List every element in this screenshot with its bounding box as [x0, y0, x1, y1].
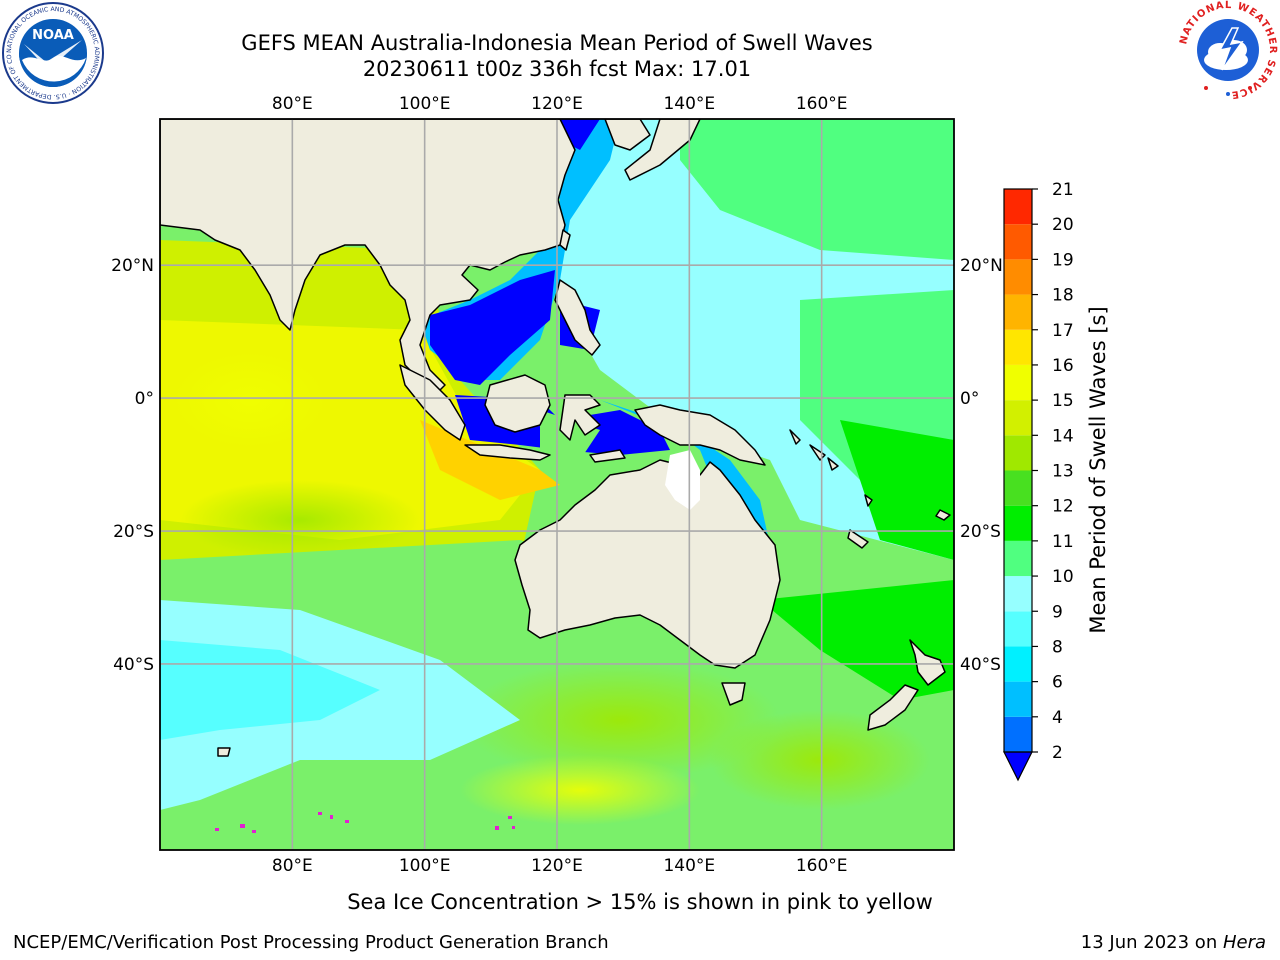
colorbar-tick-label: 21 [1052, 180, 1074, 200]
colorbar-tick-label: 12 [1052, 497, 1074, 517]
longitude-labels-top: 80°E 100°E 120°E 140°E 160°E [272, 94, 848, 114]
colorbar-tick-label: 17 [1052, 321, 1074, 341]
sea-ice-note: Sea Ice Concentration > 15% is shown in … [347, 890, 933, 914]
colorbar-segment [1004, 435, 1032, 471]
land-masses [160, 119, 951, 757]
colorbar-tick-label: 4 [1052, 708, 1063, 728]
colorbar-tick-label: 13 [1052, 462, 1074, 482]
map-subtitle: 20230611 t00z 336h fcst Max: 17.01 [362, 57, 752, 81]
longitude-label: 120°E [531, 94, 583, 114]
latitude-labels-left: 20°N 0° 20°S 40°S [111, 256, 154, 675]
colorbar-segment [1004, 540, 1032, 577]
swell-period-field [160, 119, 954, 850]
colorbar-tick-label: 18 [1052, 286, 1074, 306]
longitude-label: 120°E [531, 856, 583, 876]
colorbar-segment [1004, 364, 1032, 401]
colorbar-segment [1004, 294, 1032, 330]
longitude-label: 80°E [272, 94, 313, 114]
longitude-label: 80°E [272, 856, 313, 876]
colorbar-segment [1004, 470, 1032, 506]
colorbar-tick-label: 8 [1052, 637, 1063, 657]
colorbar-segment [1004, 576, 1032, 612]
colorbar-tick-label: 10 [1052, 567, 1074, 587]
colorbar-segment [1004, 611, 1032, 647]
latitude-label: 20°N [111, 256, 154, 276]
colorbar-segment [1004, 505, 1032, 541]
latitude-label: 0° [960, 389, 979, 409]
latitude-label: 20°S [113, 522, 154, 542]
longitude-label: 140°E [663, 856, 715, 876]
colorbar-segment [1004, 646, 1032, 682]
colorbar-segment [1004, 400, 1032, 436]
footer-credit: NCEP/EMC/Verification Post Processing Pr… [13, 932, 609, 953]
svg-text:NOAA: NOAA [32, 28, 74, 43]
colorbar: 2 4 6 8 9 10 11 12 13 14 15 16 17 18 19 20 21 [1003, 180, 1074, 782]
map-title: GEFS MEAN Australia-Indonesia Mean Perio… [241, 31, 873, 55]
footer-date-text: 13 Jun 2023 on [1080, 932, 1223, 953]
colorbar-tick-label: 14 [1052, 426, 1074, 446]
colorbar-tick-label: 11 [1052, 532, 1074, 552]
colorbar-segment [1004, 716, 1032, 752]
map-gridlines [160, 119, 954, 850]
colorbar-segment [1004, 224, 1032, 260]
colorbar-segment [1004, 189, 1032, 225]
latitude-label: 40°S [960, 655, 1001, 675]
longitude-label: 100°E [399, 856, 451, 876]
colorbar-tick-label: 6 [1052, 673, 1063, 693]
footer-date: 13 Jun 2023 on Hera [1081, 932, 1266, 953]
colorbar-tick-label: 9 [1052, 602, 1063, 622]
latitude-label: 20°N [960, 256, 1003, 276]
longitude-label: 140°E [663, 94, 715, 114]
colorbar-tick-label: 20 [1052, 215, 1074, 235]
national-weather-service-logo: NATIONAL WEATHER SERVICE [1178, 0, 1277, 100]
colorbar-under-triangle [1003, 751, 1033, 782]
map-frame [159, 118, 955, 851]
colorbar-tick-label: 19 [1052, 250, 1074, 270]
colorbar-segment [1004, 259, 1032, 295]
colorbar-tick-label: 15 [1052, 391, 1074, 411]
latitude-label: 0° [135, 389, 154, 409]
longitude-label: 160°E [796, 94, 848, 114]
latitude-label: 40°S [113, 655, 154, 675]
latitude-labels-right: 20°N 0° 20°S 40°S [960, 256, 1003, 675]
longitude-label: 160°E [796, 856, 848, 876]
sea-ice-speckles [215, 812, 515, 833]
latitude-label: 20°S [960, 522, 1001, 542]
colorbar-tick-label: 16 [1052, 356, 1074, 376]
noaa-logo: NATIONAL OCEANIC AND ATMOSPHERIC ADMINIS… [2, 2, 104, 104]
longitude-label: 100°E [399, 94, 451, 114]
longitude-labels-bottom: 80°E 100°E 120°E 140°E 160°E [272, 856, 848, 876]
colorbar-label: Mean Period of Swell Waves [s] [1086, 306, 1110, 634]
colorbar-tick-label: 2 [1052, 743, 1063, 763]
colorbar-segment [1004, 329, 1032, 365]
colorbar-segment [1004, 681, 1032, 717]
footer-host: Hera [1222, 932, 1266, 953]
